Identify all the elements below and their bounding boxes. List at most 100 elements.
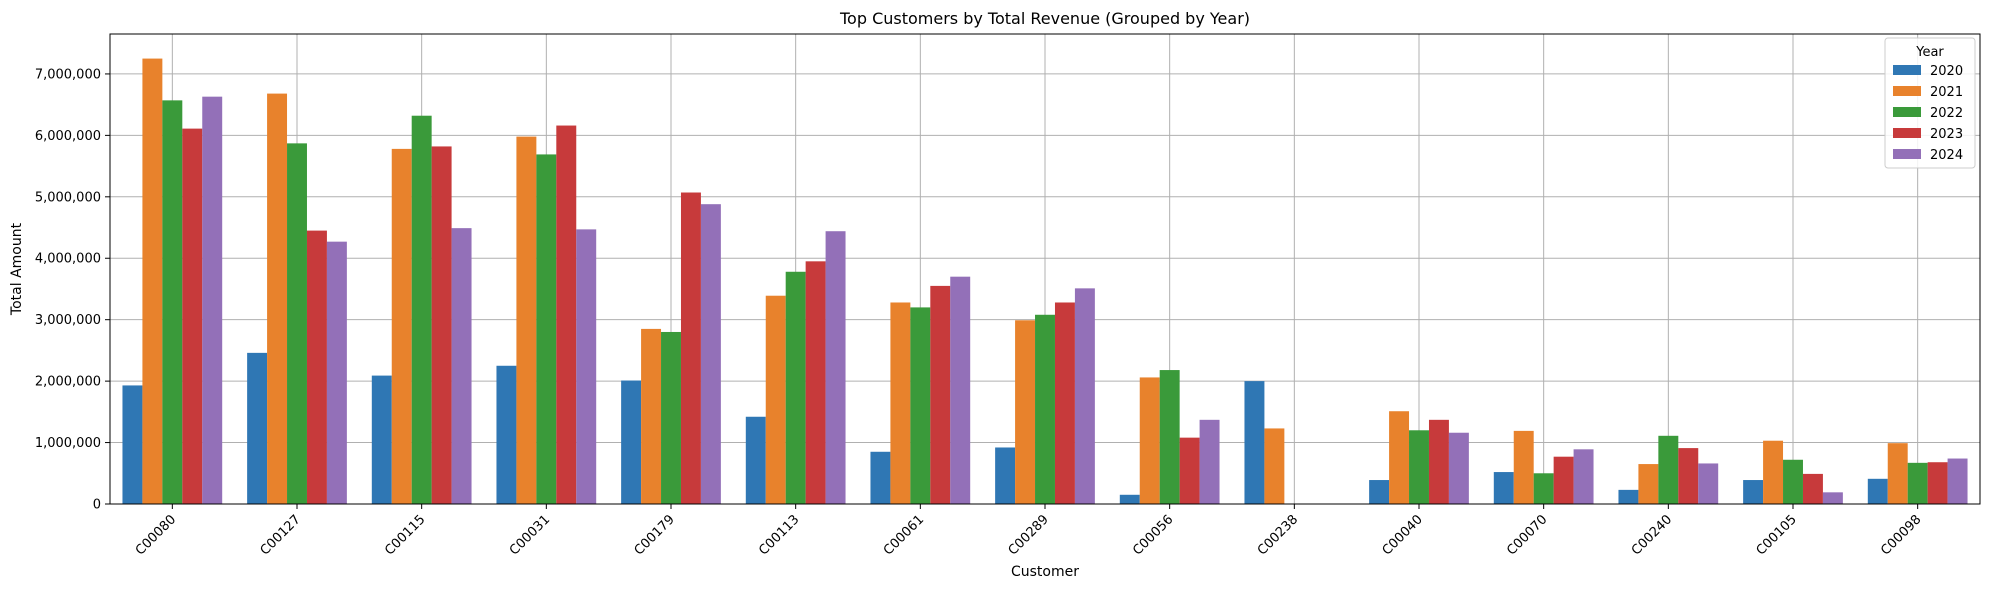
x-tick-label: C00238 [1255,512,1301,558]
bar-C00289-2024 [1074,288,1095,504]
x-tick-label: C00113 [756,512,802,558]
bar-C00179-2023 [680,192,701,504]
bar-C00113-2021 [765,295,786,504]
legend-label-2023: 2023 [1930,127,1963,142]
bar-C00070-2023 [1553,456,1574,504]
x-axis: C00080 C00127 C00115 C00031 C00179 C00113 C000… [133,504,1924,558]
bar-C00127-2020 [247,352,268,504]
bar-C00070-2022 [1533,473,1554,504]
x-tick-label: C00127 [258,512,304,558]
x-tick-label: C00040 [1380,512,1426,558]
bar-C00040-2022 [1409,430,1429,504]
bar-C00113-2023 [805,261,826,504]
bar-C00056-2024 [1199,419,1220,504]
x-tick-label: C00240 [1629,512,1675,558]
x-tick-label: C00061 [881,512,927,558]
y-axis-title: Total Amount [9,222,25,316]
bar-C00031-2024 [576,229,597,504]
x-tick-label: C00115 [382,512,428,558]
legend-swatch-2023 [1893,128,1921,138]
y-tick-label: 2,000,000 [35,375,101,390]
bar-C00056-2020 [1119,494,1140,504]
bars [122,58,1968,505]
bar-C00105-2021 [1763,440,1784,504]
x-tick-label: C00098 [1878,512,1924,558]
bar-C00127-2021 [267,93,288,504]
bar-C00061-2022 [910,307,931,504]
bar-C00105-2020 [1743,480,1764,504]
y-tick-label: 5,000,000 [35,190,101,205]
bar-C00115-2024 [451,228,472,504]
bar-C00115-2020 [371,375,392,504]
bar-C00061-2024 [950,276,971,504]
bar-C00080-2021 [142,58,163,504]
bar-C00105-2023 [1802,473,1823,504]
bar-C00098-2023 [1927,462,1948,504]
legend: Year 2020 2021 2022 2023 2024 [1884,37,1976,169]
bar-C00040-2021 [1389,411,1410,504]
legend-swatch-2022 [1893,107,1921,117]
bar-C00289-2023 [1054,302,1075,504]
bar-C00179-2020 [621,380,642,504]
bar-C00113-2020 [745,416,766,504]
bar-C00056-2021 [1139,377,1160,504]
bar-C00289-2022 [1035,314,1055,504]
bar-C00056-2023 [1179,437,1200,504]
bar-C00289-2020 [995,447,1016,504]
bar-C00098-2022 [1907,462,1928,504]
x-tick-label: C00056 [1130,512,1176,558]
bar-C00115-2021 [391,148,412,504]
bar-C00105-2022 [1783,459,1803,504]
bar-C00127-2023 [306,230,327,504]
bar-C00061-2021 [890,302,911,504]
bar-C00240-2022 [1658,435,1679,504]
bar-C00115-2022 [411,115,432,505]
bar-C00127-2024 [326,241,347,504]
chart-title: Top Customers by Total Revenue (Grouped … [839,9,1250,28]
x-tick-label: C00289 [1006,512,1052,558]
bar-C00179-2022 [661,331,681,504]
y-tick-label: 0 [93,498,101,513]
bar-C00040-2024 [1448,432,1469,504]
x-tick-label: C00080 [133,512,179,558]
y-tick-label: 7,000,000 [35,67,101,82]
bar-C00127-2022 [287,143,307,504]
legend-swatch-2024 [1893,149,1921,159]
bar-C00240-2023 [1678,448,1699,504]
bar-C00179-2021 [641,328,662,504]
bar-C00080-2020 [122,385,143,504]
legend-label-2021: 2021 [1930,85,1963,100]
y-tick-label: 6,000,000 [35,129,101,144]
legend-label-2020: 2020 [1930,64,1963,79]
legend-swatch-2020 [1893,65,1921,75]
bar-C00056-2022 [1159,370,1180,504]
bar-C00240-2024 [1698,463,1719,504]
bar-C00238-2020 [1244,381,1265,504]
bar-C00070-2024 [1573,449,1594,504]
y-tick-label: 4,000,000 [35,252,101,267]
bar-C00061-2023 [930,285,951,504]
x-tick-label: C00105 [1754,512,1800,558]
bar-C00179-2024 [700,204,721,504]
bar-C00105-2024 [1822,492,1843,504]
bar-C00070-2020 [1493,472,1514,504]
bar-C00031-2020 [496,365,517,504]
y-tick-label: 1,000,000 [35,436,101,451]
x-tick-label: C00070 [1504,512,1550,558]
y-tick-label: 3,000,000 [35,313,101,328]
x-tick-label: C00179 [632,512,678,558]
bar-C00031-2021 [516,136,537,504]
bar-C00080-2024 [202,96,223,505]
legend-swatch-2021 [1893,86,1921,96]
bar-C00061-2020 [870,451,891,504]
bar-C00080-2022 [162,100,183,505]
bar-C00098-2020 [1867,478,1888,504]
bar-C00098-2021 [1887,443,1908,504]
bar-C00070-2021 [1513,430,1534,504]
bar-C00240-2020 [1618,489,1639,504]
bar-C00289-2021 [1015,320,1036,504]
bar-C00040-2020 [1369,480,1390,504]
x-axis-title: Customer [1011,564,1079,580]
legend-label-2024: 2024 [1930,148,1963,163]
